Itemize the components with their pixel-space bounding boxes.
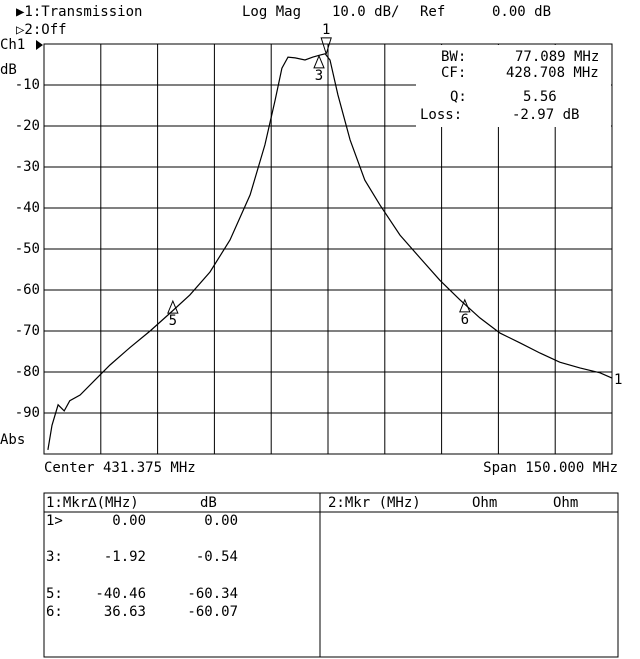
stat-label: CF: bbox=[441, 65, 466, 81]
y-tick-label: -40 bbox=[15, 200, 40, 216]
stat-label: BW: bbox=[441, 49, 466, 65]
table-header: Ohm bbox=[553, 495, 578, 511]
y-tick-label: -30 bbox=[15, 159, 40, 175]
y-tick-label: -20 bbox=[15, 118, 40, 134]
y-tick-label: -60 bbox=[15, 282, 40, 298]
stat-label: Loss: bbox=[420, 107, 462, 123]
row-db: -60.07 bbox=[187, 604, 238, 620]
table-header: dB bbox=[200, 495, 217, 511]
ref-pointer bbox=[36, 40, 43, 50]
row-id: 6: bbox=[46, 604, 63, 620]
row-db: 0.00 bbox=[204, 513, 238, 529]
channel-label: Ch1 bbox=[0, 37, 25, 53]
marker-label: 5 bbox=[169, 313, 177, 329]
row-delta: -1.92 bbox=[104, 549, 146, 565]
row-db: -60.34 bbox=[187, 586, 238, 602]
trace-label: 1 bbox=[614, 372, 622, 388]
stats-box bbox=[416, 45, 611, 127]
marker-label: 3 bbox=[315, 68, 323, 84]
marker bbox=[320, 37, 332, 56]
table-frame bbox=[43, 492, 619, 658]
stat-value: -2.97 dB bbox=[512, 107, 579, 123]
marker-label: 1 bbox=[322, 22, 330, 38]
y-tick-label: -90 bbox=[15, 405, 40, 421]
channel1-label: ▶1:Transmission bbox=[16, 4, 142, 20]
span-label: Span 150.000 MHz bbox=[483, 460, 618, 476]
marker bbox=[313, 54, 325, 69]
y-unit: dB bbox=[0, 62, 17, 78]
row-delta: -40.46 bbox=[95, 586, 146, 602]
trace bbox=[47, 53, 613, 450]
table-header: 1:Mkr∆(MHz) bbox=[46, 495, 139, 511]
marker bbox=[167, 299, 179, 314]
y-tick-label: -10 bbox=[15, 77, 40, 93]
stat-value: 428.708 MHz bbox=[506, 65, 599, 81]
row-delta: 0.00 bbox=[112, 513, 146, 529]
marker-label: 6 bbox=[461, 312, 469, 328]
table-header: 2:Mkr (MHz) bbox=[328, 495, 421, 511]
y-tick-label: -50 bbox=[15, 241, 40, 257]
stat-label: Q: bbox=[450, 89, 467, 105]
stat-value: 77.089 MHz bbox=[515, 49, 599, 65]
scale-label: 10.0 dB/ bbox=[332, 4, 399, 20]
format-label: Log Mag bbox=[242, 4, 301, 20]
table-header: Ohm bbox=[472, 495, 497, 511]
marker bbox=[459, 298, 471, 313]
ref-value: 0.00 dB bbox=[492, 4, 551, 20]
row-id: 3: bbox=[46, 549, 63, 565]
row-id: 1> bbox=[46, 513, 63, 529]
row-db: -0.54 bbox=[196, 549, 238, 565]
row-id: 5: bbox=[46, 586, 63, 602]
y-tick-label: -80 bbox=[15, 364, 40, 380]
row-delta: 36.63 bbox=[104, 604, 146, 620]
center-label: Center 431.375 MHz bbox=[44, 460, 196, 476]
stat-value: 5.56 bbox=[523, 89, 557, 105]
channel2-label: ▷2:Off bbox=[16, 22, 67, 38]
y-tick-label: -70 bbox=[15, 323, 40, 339]
scale-mode: Abs bbox=[0, 432, 25, 448]
ref-label: Ref bbox=[420, 4, 445, 20]
